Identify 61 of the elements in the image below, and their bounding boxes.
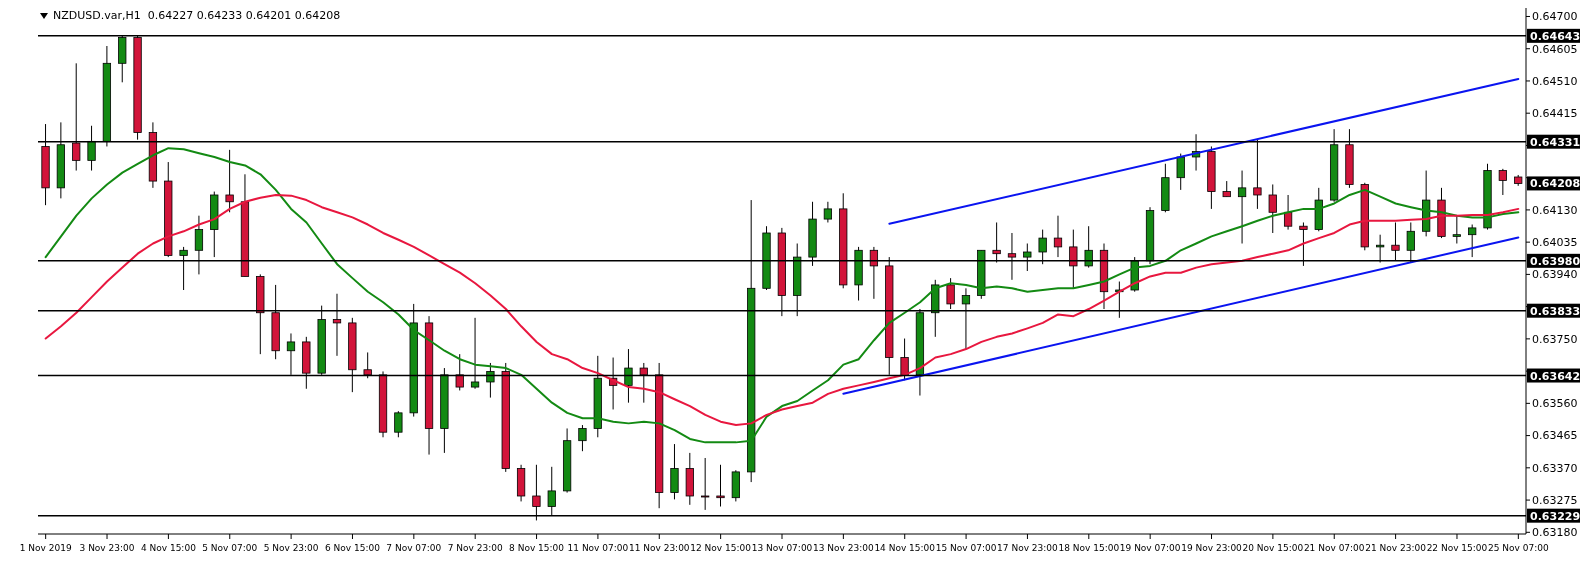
ref-line-label: 0.64331	[1530, 135, 1581, 149]
x-tick-label: 18 Nov 15:00	[1058, 543, 1120, 553]
x-tick-label: 20 Nov 15:00	[1242, 543, 1304, 553]
y-tick-label: 0.63750	[1532, 332, 1578, 346]
candlestick	[1283, 194, 1293, 231]
ref-line-label: 0.63229	[1530, 509, 1581, 523]
x-tick-label: 7 Nov 07:00	[386, 543, 442, 553]
y-tick-label: 0.63940	[1532, 268, 1578, 282]
y-tick-label: 0.63465	[1532, 429, 1578, 443]
candlestick	[716, 464, 725, 508]
x-tick-label: 11 Nov 07:00	[567, 543, 629, 553]
candlestick	[1468, 224, 1477, 258]
candlestick	[1237, 170, 1247, 245]
x-tick-label: 19 Nov 07:00	[1119, 543, 1181, 553]
ref-line-label: 0.63833	[1530, 304, 1581, 318]
x-tick-label: 15 Nov 07:00	[935, 543, 997, 553]
ref-line-label: 0.64643	[1530, 29, 1581, 43]
candlestick	[1498, 168, 1507, 196]
x-tick-label: 8 Nov 15:00	[509, 543, 565, 553]
chart-title: NZDUSD.var,H1 0.64227 0.64233 0.64201 0.64208	[53, 9, 341, 22]
y-tick-label: 0.63370	[1532, 461, 1578, 475]
candlestick	[1053, 215, 1063, 258]
x-tick-label: 3 Nov 23:00	[79, 543, 135, 553]
y-tick-label: 0.64605	[1532, 42, 1578, 56]
x-tick-label: 13 Nov 07:00	[751, 543, 813, 553]
x-tick-label: 22 Nov 15:00	[1426, 543, 1488, 553]
ref-line-label: 0.63642	[1530, 369, 1581, 383]
x-tick-label: 6 Nov 15:00	[325, 543, 381, 553]
candlestick	[823, 201, 833, 223]
candlestick	[225, 149, 234, 213]
x-tick-label: 25 Nov 07:00	[1487, 543, 1549, 553]
x-tick-label: 5 Nov 23:00	[263, 543, 319, 553]
line-series	[44, 193, 1520, 427]
x-tick-label: 17 Nov 23:00	[997, 543, 1059, 553]
ref-line-label: 0.63980	[1530, 254, 1581, 268]
x-tick-label: 12 Nov 15:00	[690, 543, 752, 553]
candlestick	[578, 424, 587, 452]
y-tick-label: 0.63560	[1532, 397, 1578, 411]
y-tick-label: 0.64700	[1532, 10, 1578, 24]
y-tick-label: 0.63180	[1532, 526, 1578, 540]
x-tick-label: 7 Nov 23:00	[447, 543, 503, 553]
x-tick-label: 14 Nov 15:00	[874, 543, 936, 553]
text: 0.64208	[1530, 177, 1581, 191]
candlestick	[1176, 153, 1185, 191]
candlestick	[394, 410, 403, 438]
x-tick-label: 1 Nov 2019	[19, 543, 72, 553]
x-tick-label: 11 Nov 23:00	[628, 543, 690, 553]
candlestick	[701, 457, 710, 511]
candlestick	[1452, 215, 1461, 245]
x-tick-label: 19 Nov 23:00	[1181, 543, 1243, 553]
x-tick-label: 21 Nov 23:00	[1365, 543, 1427, 553]
candlestick	[1268, 183, 1277, 234]
y-tick-label: 0.64415	[1532, 107, 1578, 121]
x-tick-label: 4 Nov 15:00	[140, 543, 197, 553]
y-tick-label: 0.64510	[1532, 74, 1578, 88]
x-tick-label: 5 Nov 07:00	[202, 543, 258, 553]
x-tick-label: 13 Nov 23:00	[813, 543, 874, 553]
y-tick-label: 0.63275	[1532, 493, 1578, 507]
x-tick-label: 21 Nov 07:00	[1303, 543, 1365, 553]
y-tick-label: 0.64035	[1532, 236, 1578, 250]
y-tick-label: 0.64130	[1532, 203, 1578, 217]
